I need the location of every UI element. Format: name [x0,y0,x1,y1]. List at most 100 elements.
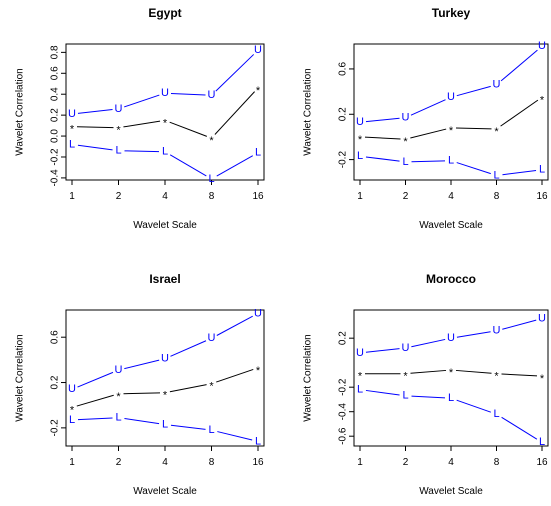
y-tick-label: -0.2 [50,419,61,437]
series-line-upper [124,94,160,108]
y-tick-label: -0.4 [338,403,349,421]
series-line-lower [77,144,113,151]
y-tick-label: 0.0 [50,129,61,143]
y-tick-label: -0.4 [50,169,61,187]
data-point-estimate: * [256,85,261,97]
series-line-estimate [169,121,208,137]
data-point-lower: L [357,384,363,396]
data-point-upper: U [447,91,455,103]
data-point-estimate: * [256,365,261,377]
x-tick-label: 1 [357,191,363,202]
series-line-lower [502,170,537,176]
series-line-lower [365,389,400,396]
x-tick-label: 1 [69,191,75,202]
y-axis-label: Wavelet Correlation [303,334,314,421]
data-point-lower: L [402,156,408,168]
series-line-estimate [123,120,161,128]
data-point-estimate: * [358,371,363,383]
x-tick-label: 4 [162,457,168,468]
series-line-lower [365,156,400,162]
x-tick-label: 1 [69,457,75,468]
data-point-lower: L [402,390,408,402]
data-point-estimate: * [70,404,75,416]
data-point-lower: L [539,164,545,176]
data-point-estimate: * [163,117,168,129]
x-axis-label: Wavelet Scale [419,220,483,231]
series-line-lower [124,150,160,153]
data-point-estimate: * [209,381,214,393]
series-line-estimate [123,392,161,395]
x-tick-label: 8 [209,457,215,468]
data-point-estimate: * [358,134,363,146]
data-point-upper: U [68,383,76,395]
x-tick-label: 4 [162,191,168,202]
series-line-upper [410,99,446,116]
chart-title: Egypt [148,6,181,20]
data-point-lower: L [115,145,121,157]
data-point-upper: U [115,364,123,376]
series-line-estimate [216,368,254,383]
data-point-upper: U [208,332,216,344]
chart-panel-morocco: Morocco 1 2 4 8 16 -0.6 -0.4 -0.2 0.2 Wavelet Scal… [303,272,549,497]
series-line-upper [215,54,255,92]
data-point-upper: U [161,353,169,365]
data-point-estimate: * [494,371,499,383]
data-point-upper: U [493,325,501,337]
y-tick-label: 0.2 [50,375,61,389]
series-line-estimate [169,384,207,393]
data-point-lower: L [493,169,499,181]
series-line-estimate [214,91,255,135]
data-point-estimate: * [540,94,545,106]
y-tick-label: 0.2 [338,107,349,121]
x-tick-label: 8 [494,191,500,202]
series-line-lower [169,154,207,177]
x-tick-label: 2 [403,191,409,202]
x-tick-label: 8 [209,191,215,202]
data-point-lower: L [255,435,261,447]
series-line-upper [365,348,400,353]
data-point-lower: L [255,147,261,159]
data-point-estimate: * [540,373,545,385]
chart-title: Morocco [426,272,476,286]
chart-title: Turkey [432,6,471,20]
data-point-upper: U [538,40,546,52]
data-point-lower: L [69,138,75,150]
x-axis-label: Wavelet Scale [133,486,197,497]
data-point-lower: L [208,173,214,185]
series-line-lower [411,395,446,399]
x-axis-label: Wavelet Scale [419,486,483,497]
x-tick-label: 2 [116,191,122,202]
y-tick-label: 0.4 [50,87,61,101]
series-line-upper [502,319,537,330]
x-tick-label: 16 [252,457,264,468]
y-tick-label: 0.6 [50,66,61,80]
series-line-lower [216,155,254,177]
x-tick-label: 4 [448,191,454,202]
y-tick-label: 0.2 [338,331,349,345]
y-tick-label: 0.6 [338,62,349,76]
y-tick-label: 0.2 [50,108,61,122]
series-line-estimate [76,126,114,129]
chart-title: Israel [149,272,180,286]
data-point-upper: U [208,89,216,101]
series-line-upper [124,359,160,370]
data-point-lower: L [162,418,168,430]
x-tick-label: 16 [536,457,548,468]
series-line-upper [170,340,207,357]
y-tick-label: -0.2 [338,378,349,396]
data-point-estimate: * [116,125,121,137]
chart-panel-israel: Israel 1 2 4 8 16 -0.2 0.2 0.6 Wavelet Scale Wavel… [15,272,265,497]
series-line-estimate [501,373,538,377]
series-line-upper [365,117,400,123]
data-point-upper: U [402,342,410,354]
data-point-upper: U [161,87,169,99]
data-point-lower: L [208,424,214,436]
data-point-lower: L [539,436,545,448]
x-tick-label: 16 [536,191,548,202]
data-point-lower: L [69,414,75,426]
data-point-estimate: * [70,124,75,136]
x-tick-label: 2 [403,457,409,468]
x-tick-label: 16 [252,191,264,202]
x-tick-label: 1 [357,457,363,468]
